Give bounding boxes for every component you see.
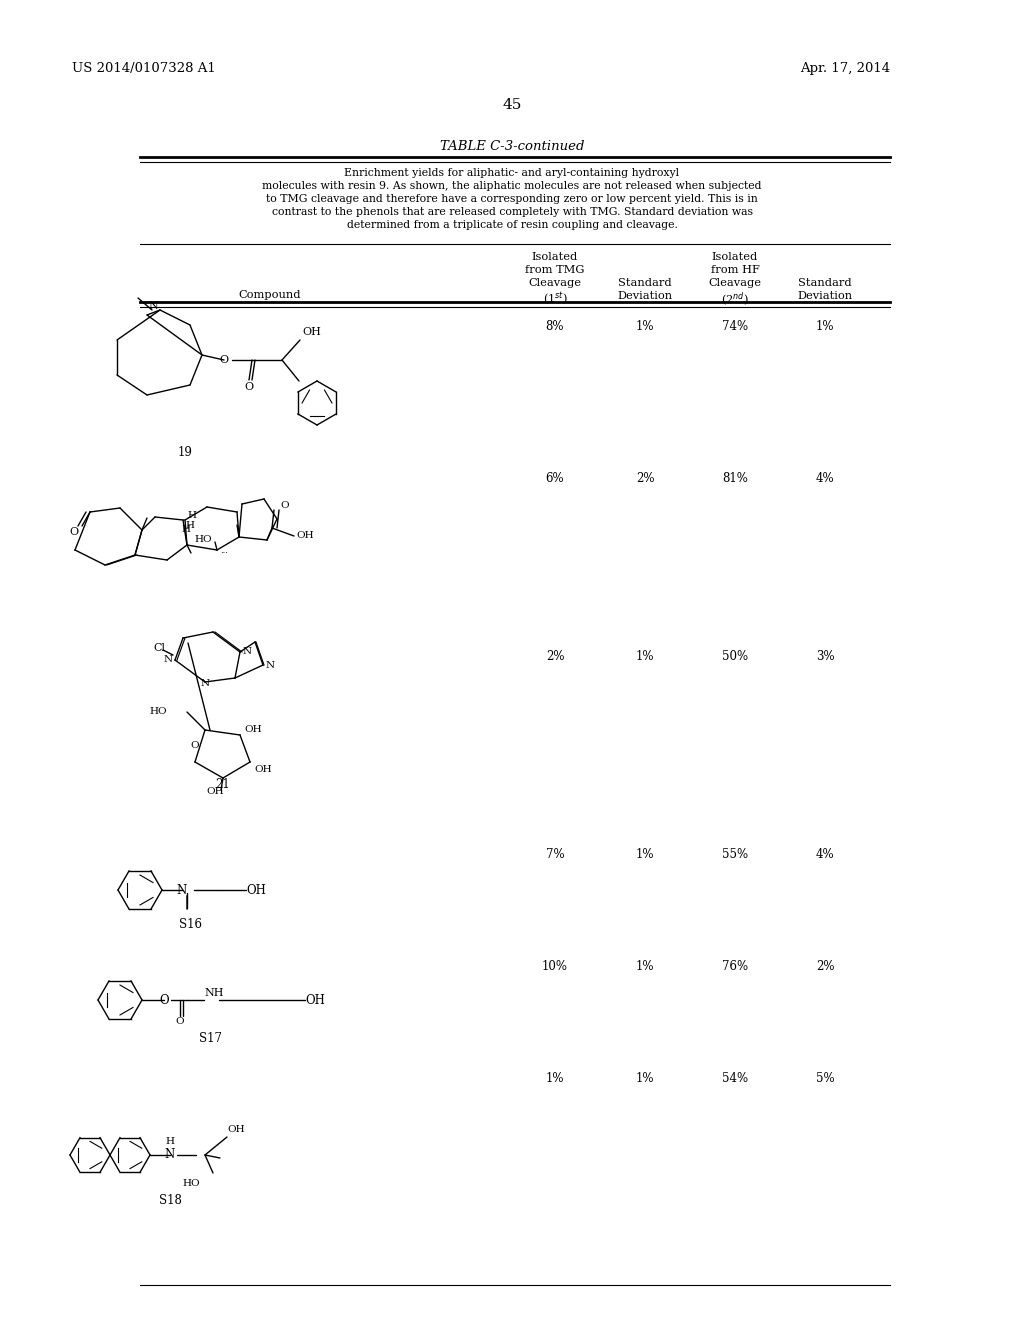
Text: OH: OH: [244, 726, 261, 734]
Text: N: N: [164, 656, 173, 664]
Text: HO: HO: [182, 1179, 200, 1188]
Text: OH: OH: [227, 1126, 245, 1134]
Text: 7%: 7%: [546, 847, 564, 861]
Text: Apr. 17, 2014: Apr. 17, 2014: [800, 62, 890, 75]
Text: 3%: 3%: [816, 649, 835, 663]
Text: 1%: 1%: [816, 319, 835, 333]
Text: H: H: [181, 525, 190, 535]
Text: 76%: 76%: [722, 960, 749, 973]
Text: molecules with resin 9. As shown, the aliphatic molecules are not released when : molecules with resin 9. As shown, the al…: [262, 181, 762, 191]
Text: (2$^{nd}$): (2$^{nd}$): [721, 290, 749, 309]
Text: 1%: 1%: [546, 1072, 564, 1085]
Text: OH: OH: [296, 532, 313, 540]
Text: 1%: 1%: [636, 1072, 654, 1085]
Text: Standard: Standard: [798, 279, 852, 288]
Text: 1%: 1%: [636, 319, 654, 333]
Text: 10%: 10%: [542, 960, 568, 973]
Text: contrast to the phenols that are released completely with TMG. Standard deviatio: contrast to the phenols that are release…: [271, 207, 753, 216]
Text: H: H: [185, 521, 194, 531]
Text: US 2014/0107328 A1: US 2014/0107328 A1: [72, 62, 216, 75]
Text: S17: S17: [199, 1031, 221, 1044]
Text: 2%: 2%: [636, 473, 654, 484]
Text: 45: 45: [503, 98, 521, 112]
Text: N: N: [177, 883, 187, 896]
Text: N: N: [266, 660, 275, 669]
Text: Cleavage: Cleavage: [528, 279, 582, 288]
Text: 19: 19: [177, 446, 193, 459]
Text: O: O: [70, 527, 79, 537]
Text: OH: OH: [302, 327, 321, 337]
Text: (1$^{st}$): (1$^{st}$): [543, 290, 567, 308]
Text: O: O: [159, 994, 169, 1006]
Text: 55%: 55%: [722, 847, 749, 861]
Text: O: O: [245, 381, 254, 392]
Text: 1%: 1%: [636, 847, 654, 861]
Text: 8%: 8%: [546, 319, 564, 333]
Text: determined from a triplicate of resin coupling and cleavage.: determined from a triplicate of resin co…: [346, 220, 678, 230]
Text: 54%: 54%: [722, 1072, 749, 1085]
Text: O: O: [176, 1018, 184, 1027]
Text: S18: S18: [159, 1193, 181, 1206]
Text: 1%: 1%: [636, 649, 654, 663]
Text: OH: OH: [305, 994, 325, 1006]
Text: Standard: Standard: [618, 279, 672, 288]
Text: from HF: from HF: [711, 265, 760, 275]
Text: 1%: 1%: [636, 960, 654, 973]
Text: OH: OH: [254, 766, 271, 775]
Text: 4%: 4%: [816, 847, 835, 861]
Text: O: O: [190, 742, 199, 751]
Text: 4%: 4%: [816, 473, 835, 484]
Text: Isolated: Isolated: [712, 252, 758, 261]
Text: OH: OH: [206, 788, 224, 796]
Text: 74%: 74%: [722, 319, 749, 333]
Text: Compound: Compound: [239, 290, 301, 300]
Text: 50%: 50%: [722, 649, 749, 663]
Text: Deviation: Deviation: [617, 290, 673, 301]
Text: 81%: 81%: [722, 473, 748, 484]
Text: OH: OH: [246, 883, 266, 896]
Text: O: O: [219, 355, 228, 366]
Text: 5%: 5%: [816, 1072, 835, 1085]
Text: N: N: [148, 301, 158, 312]
Text: S16: S16: [178, 919, 202, 932]
Text: Enrichment yields for aliphatic- and aryl-containing hydroxyl: Enrichment yields for aliphatic- and ary…: [344, 168, 680, 178]
Text: N: N: [165, 1148, 175, 1162]
Text: ···: ···: [220, 549, 228, 557]
Text: 6%: 6%: [546, 473, 564, 484]
Text: to TMG cleavage and therefore have a corresponding zero or low percent yield. Th: to TMG cleavage and therefore have a cor…: [266, 194, 758, 205]
Text: Cl: Cl: [153, 643, 165, 653]
Text: NH: NH: [204, 987, 223, 998]
Text: Cleavage: Cleavage: [709, 279, 762, 288]
Text: N: N: [201, 680, 210, 689]
Text: N: N: [243, 648, 252, 656]
Text: HO: HO: [195, 536, 212, 544]
Text: H: H: [166, 1137, 174, 1146]
Text: Deviation: Deviation: [798, 290, 853, 301]
Text: from TMG: from TMG: [525, 265, 585, 275]
Text: 2%: 2%: [546, 649, 564, 663]
Text: Isolated: Isolated: [531, 252, 579, 261]
Text: TABLE C-3-continued: TABLE C-3-continued: [439, 140, 585, 153]
Text: HO: HO: [150, 708, 167, 717]
Text: H: H: [187, 511, 196, 520]
Text: 21: 21: [216, 779, 230, 792]
Text: O: O: [280, 502, 289, 511]
Text: 2%: 2%: [816, 960, 835, 973]
